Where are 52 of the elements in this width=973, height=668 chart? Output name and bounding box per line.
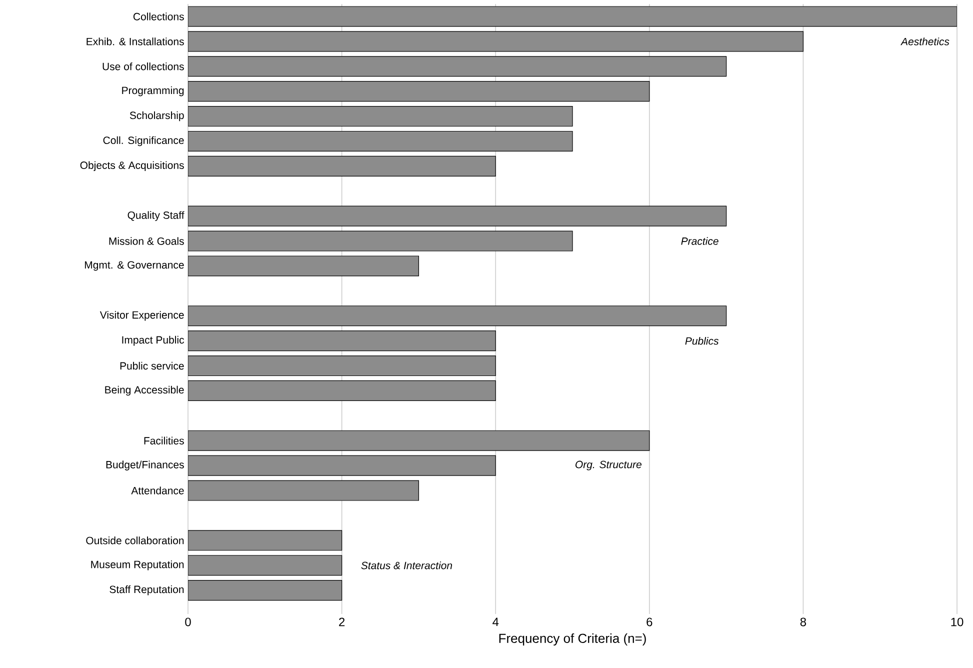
y-tick-label: Collections (133, 12, 184, 20)
y-tick-label: Outside collaboration (86, 536, 184, 544)
y-tick-label: Objects & Acquisitions (80, 161, 184, 172)
x-tick-label: 4 (492, 618, 499, 626)
annotation: Practice (681, 237, 718, 245)
y-tick-label: Being Accessible (105, 386, 184, 396)
annotation: Org. Structure (576, 460, 642, 470)
y-tick-label: Public service (120, 362, 184, 370)
y-tick-label: Facilities (144, 436, 184, 444)
bar (188, 580, 342, 601)
bar (188, 156, 496, 176)
bar (188, 206, 727, 226)
bar (188, 380, 496, 401)
annotation: Publics (685, 336, 719, 345)
y-tick-label: Impact Public (122, 336, 184, 346)
y-tick-label: Quality Staff (128, 211, 184, 221)
bar (188, 31, 804, 52)
bar (188, 81, 650, 102)
bar (188, 555, 342, 576)
y-tick-label: Mission & Goals (109, 237, 184, 245)
bar (188, 56, 727, 77)
y-tick-label: Coll. Significance (103, 136, 184, 146)
y-tick-label: Exhib. & Installations (86, 38, 184, 46)
bar (188, 430, 650, 451)
x-tick-label: 10 (951, 618, 964, 626)
x-tick-label: 2 (339, 618, 345, 626)
bar (188, 480, 420, 501)
y-tick-label: Visitor Experience (100, 310, 184, 321)
y-tick-label: Attendance (131, 486, 184, 494)
x-tick-label: 0 (185, 618, 191, 626)
bar (188, 256, 420, 276)
annotation: Status & Interaction (361, 562, 452, 570)
y-tick-label: Budget/Finances (106, 460, 184, 470)
bar (188, 530, 342, 551)
bar (188, 355, 496, 376)
y-tick-label: Scholarship (130, 111, 184, 122)
y-tick-label: Mgmt. & Governance (84, 261, 184, 271)
y-tick-label: Staff Reputation (110, 585, 184, 596)
y-tick-label: Programming (122, 86, 184, 96)
x-axis-title: Frequency of Criteria (n=) (499, 633, 646, 646)
y-tick-label: Use of collections (102, 62, 184, 70)
bar (188, 106, 573, 127)
bar (188, 6, 958, 27)
x-tick-label: 8 (800, 618, 806, 626)
bar (188, 130, 573, 152)
bar (188, 306, 727, 326)
bar (188, 455, 496, 476)
annotation: Aesthetics (900, 38, 950, 46)
x-tick-label: 6 (646, 618, 652, 626)
y-tick-label: Museum Reputation (91, 560, 184, 570)
bar (188, 230, 573, 252)
bar (188, 330, 496, 352)
